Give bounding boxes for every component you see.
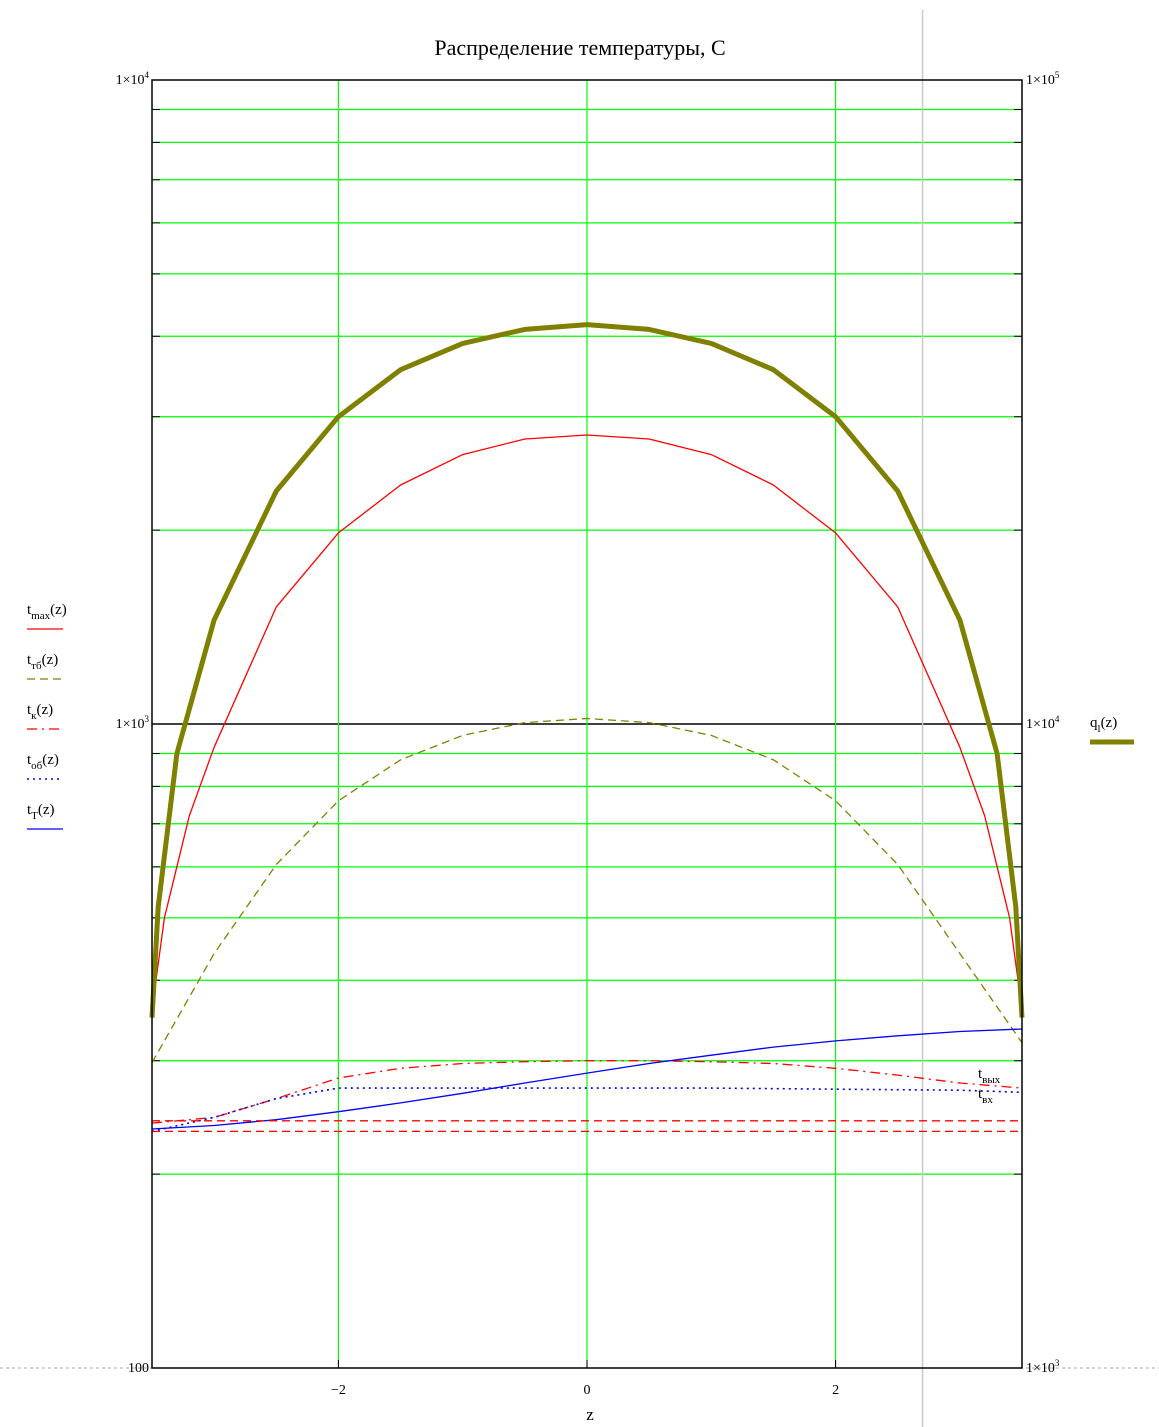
x-axis-label: z — [586, 1405, 594, 1424]
grid — [0, 10, 1159, 1427]
plot-series — [149, 322, 1025, 1133]
series-q-l-z-line — [149, 322, 1025, 1018]
y-tick-label: 1×103 — [1026, 1358, 1060, 1376]
legend-label: tmax(z) — [27, 602, 67, 622]
y-tick-label: 1×105 — [1026, 70, 1060, 88]
legend-entry-left-3: tоб(z) — [27, 752, 63, 780]
legend-label: tтб(z) — [27, 652, 58, 672]
legend-entry-left-4: tT(z) — [27, 802, 63, 830]
legend-label: tT(z) — [27, 802, 55, 822]
series-t-тб-z-line — [151, 717, 1023, 1063]
series-t-max-z-line — [151, 434, 1023, 1010]
chart-title: Распределение температуры, С — [434, 35, 725, 60]
x-tick-label: 2 — [832, 1383, 839, 1398]
series-t-T-z-line — [151, 1028, 1023, 1130]
annotation-label: tвых — [978, 1066, 1001, 1086]
series-t-к-z-line — [151, 1060, 1023, 1124]
legend-label: ql(z) — [1090, 715, 1117, 735]
y-tick-label: 1×104 — [116, 70, 150, 88]
legend-entry-left-2: tк(z) — [27, 702, 63, 730]
y-tick-labels: 1×104 1×103 100 1×105 1×104 1×103 — [116, 70, 1060, 1376]
legend-entry-left-1: tтб(z) — [27, 652, 63, 680]
x-tick-label: −2 — [331, 1383, 346, 1398]
legend: tmax(z) tтб(z) tк(z) tоб(z) tT(z) ql(z) — [27, 602, 1134, 830]
y-tick-label: 1×103 — [116, 714, 150, 732]
legend-label: tк(z) — [27, 702, 53, 722]
legend-entry-right-0: ql(z) — [1090, 715, 1134, 745]
y-tick-label: 100 — [128, 1361, 149, 1376]
legend-entry-left-0: tmax(z) — [27, 602, 67, 630]
x-tick-label: 0 — [584, 1383, 591, 1398]
x-tick-labels: −2 0 2 — [331, 1360, 839, 1398]
legend-label: tоб(z) — [27, 752, 59, 772]
y-tick-label: 1×104 — [1026, 714, 1060, 732]
annotation-label: tвх — [978, 1086, 993, 1106]
